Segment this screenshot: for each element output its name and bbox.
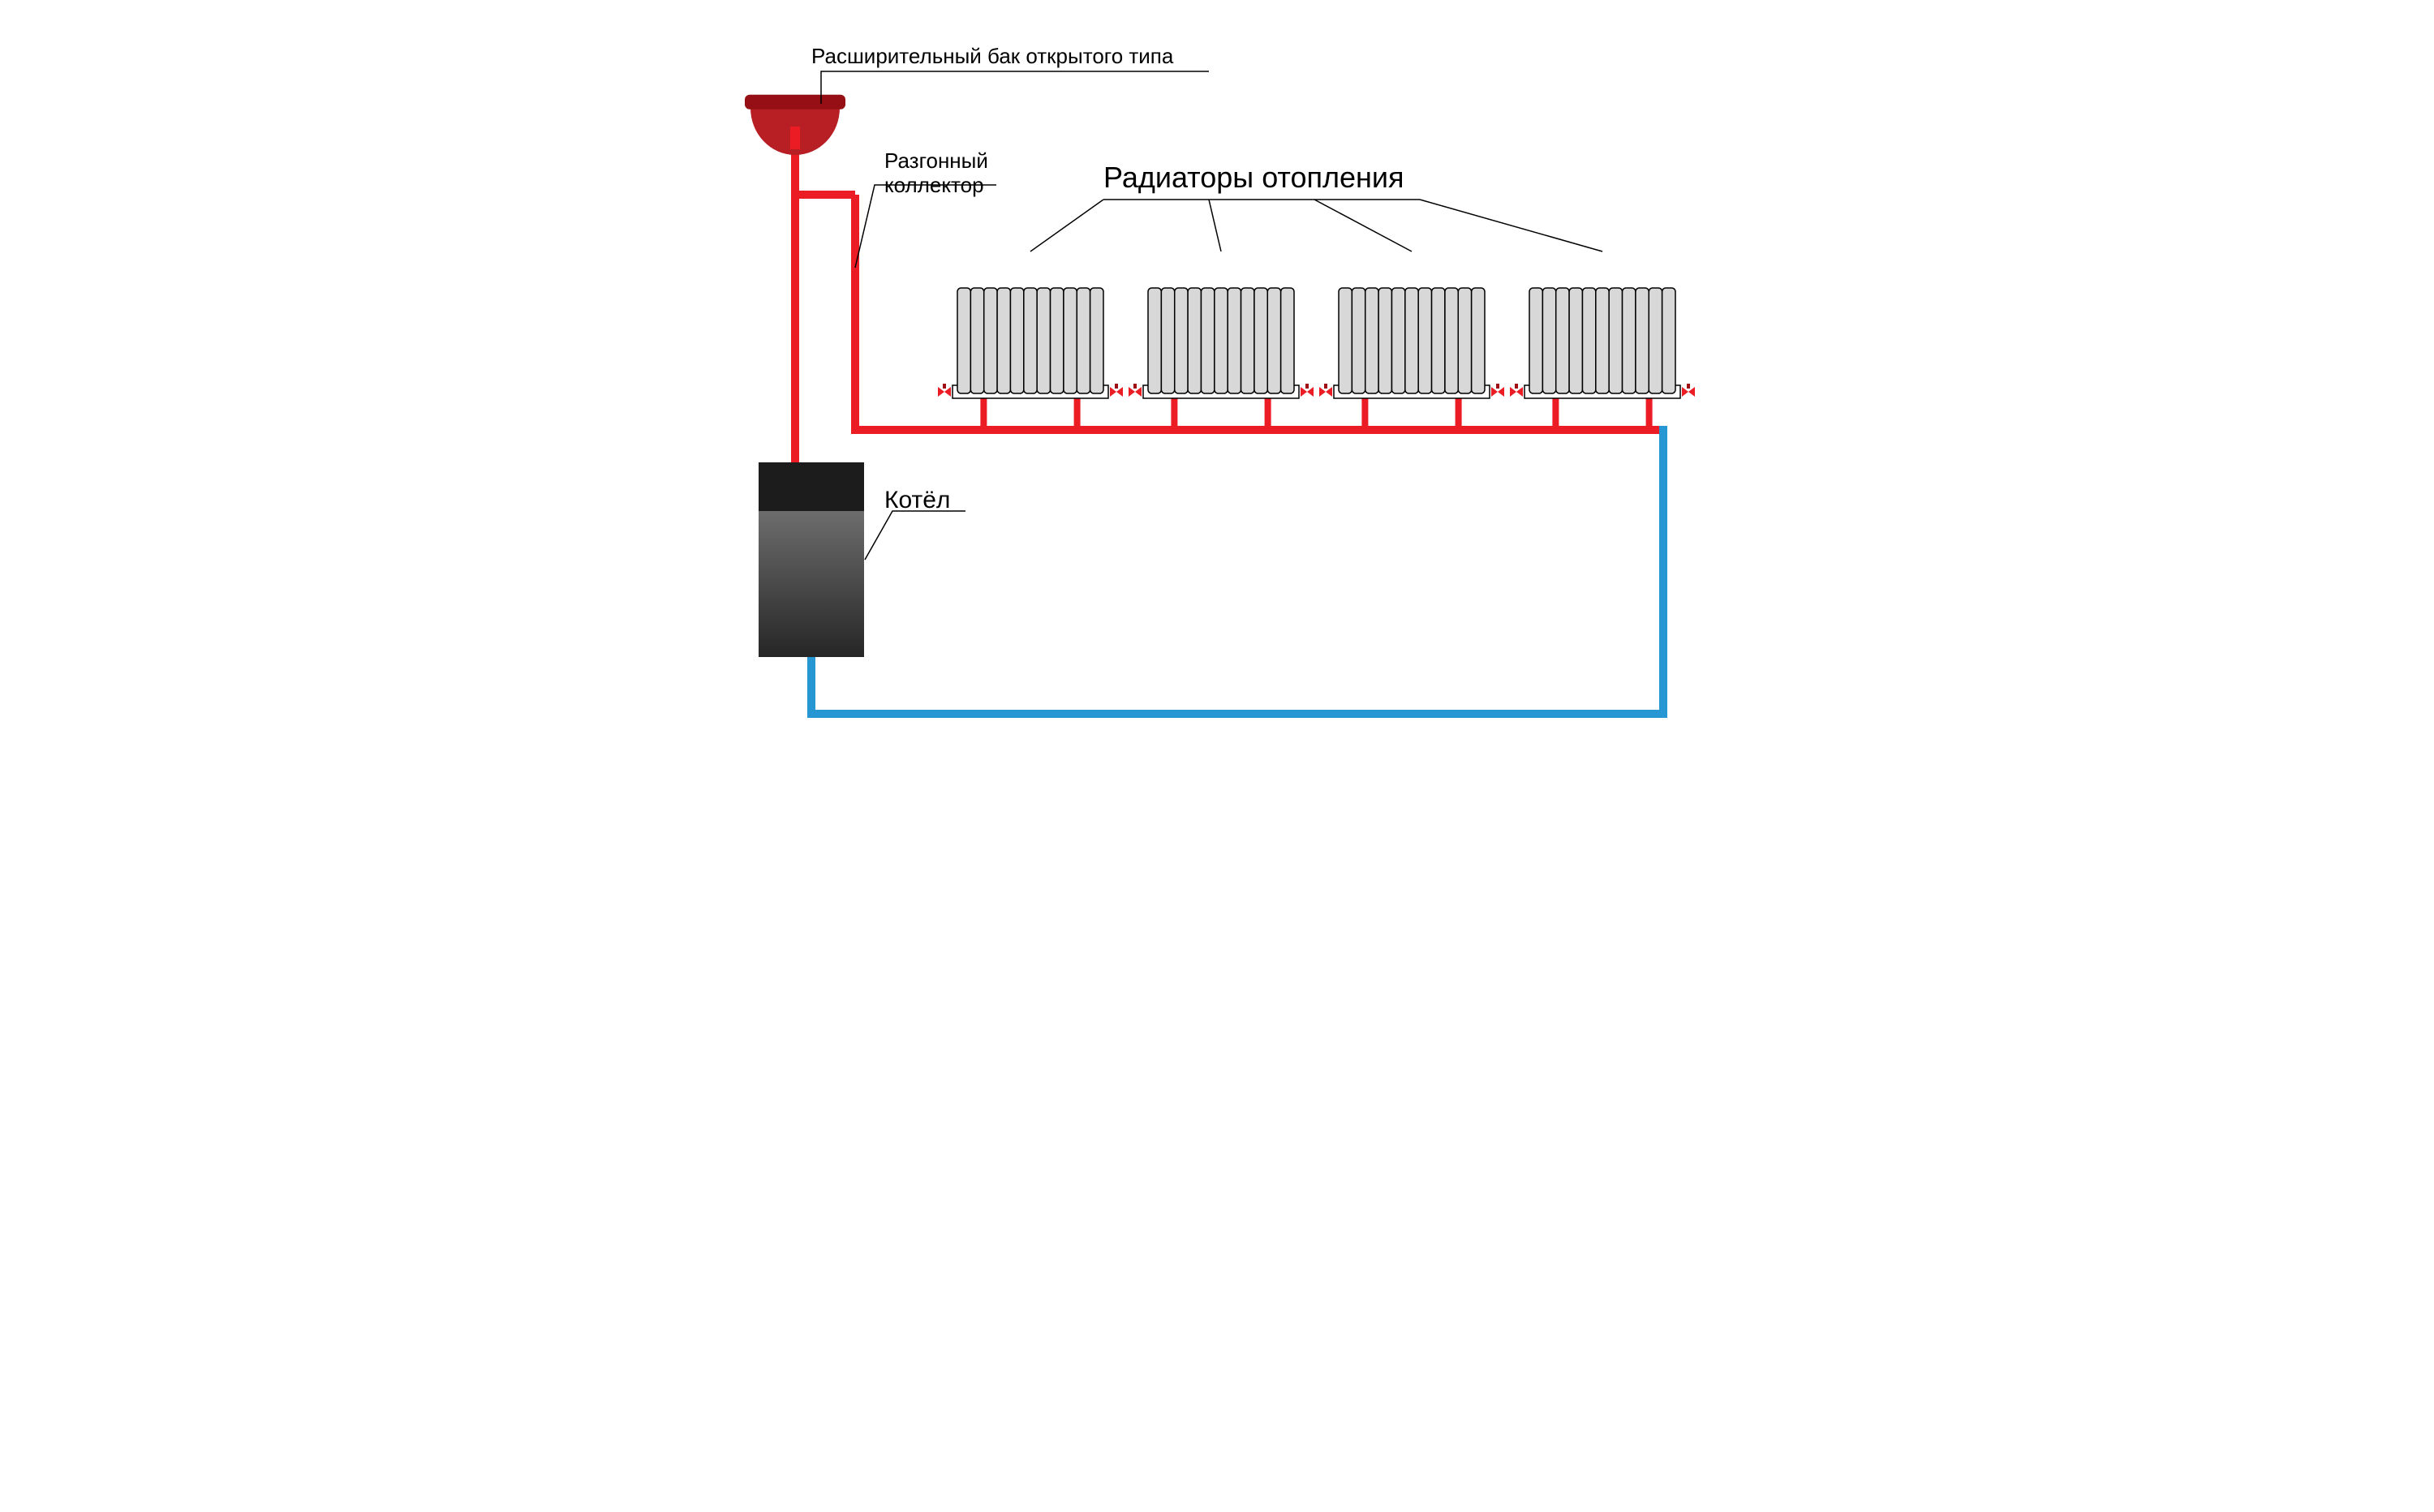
label-radiators: Радиаторы отопления [1103,161,1404,195]
radiator [1510,288,1695,430]
diagram-svg [608,0,1826,756]
valve [1319,384,1332,397]
radiator [938,288,1123,430]
valve [1510,384,1523,397]
boiler [759,462,864,657]
label-collector-line2: коллектор [884,173,984,198]
radiator [1129,288,1314,430]
label-collector-line1: Разгонный [884,148,988,174]
valve [1110,384,1123,397]
label-boiler: Котёл [884,487,950,514]
valve [1491,384,1504,397]
radiators-group [938,288,1695,430]
expansion-tank [745,95,845,155]
valve [1682,384,1695,397]
label-expansion-tank: Расширительный бак открытого типа [811,44,1173,69]
valve [938,384,951,397]
heating-diagram: Расширительный бак открытого типа Разгон… [608,0,1826,756]
valve [1129,384,1142,397]
cold-pipes [811,426,1667,718]
radiator [1319,288,1504,430]
valve [1301,384,1314,397]
